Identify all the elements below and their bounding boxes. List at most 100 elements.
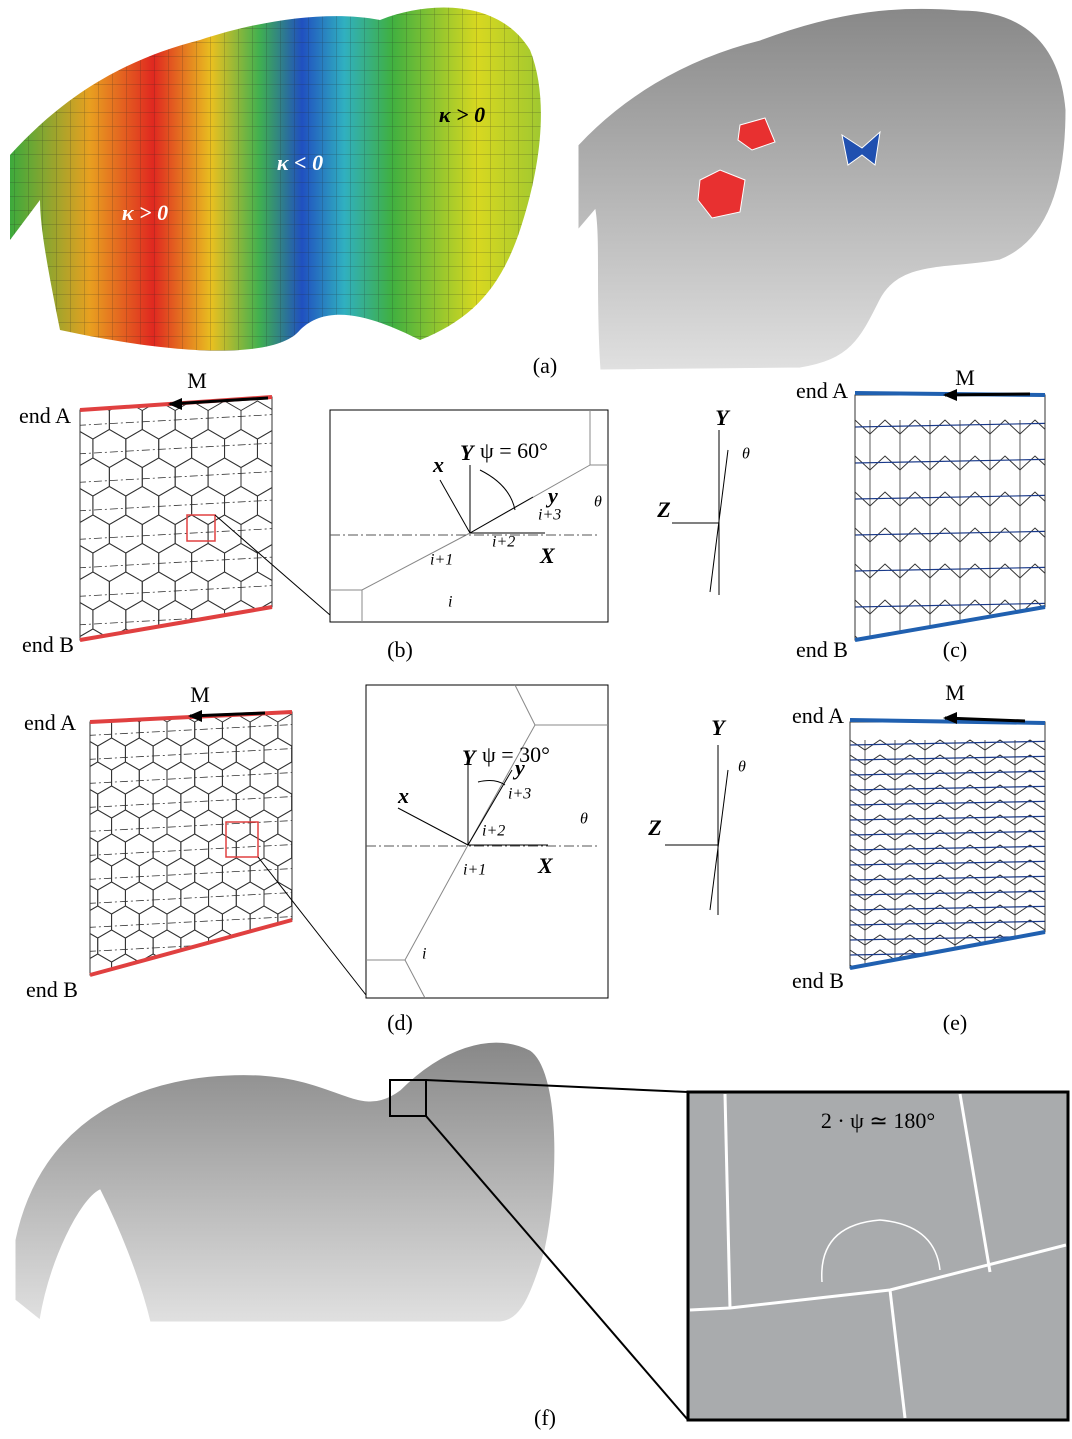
annotation: κ < 0 (277, 150, 323, 175)
panel-label: (d) (387, 1010, 413, 1035)
lattice-edge (290, 487, 323, 525)
lattice-edge (40, 818, 340, 834)
lattice-edge (290, 430, 323, 468)
lattice-edge (109, 458, 142, 496)
lattice-edge (139, 906, 167, 938)
lattice-edge (225, 430, 258, 468)
node-label: i (448, 594, 452, 611)
lattice-edge (40, 746, 340, 762)
lattice-edge (70, 786, 98, 818)
panel-label: (e) (943, 1010, 967, 1035)
lattice-edge (40, 794, 340, 810)
panel-label: (f) (534, 1405, 556, 1430)
lattice-edge (319, 882, 347, 914)
lattice-edge (225, 487, 258, 525)
lattice-edge (290, 544, 323, 582)
lattice-edge (109, 572, 142, 610)
lattice-edge (319, 930, 347, 962)
lattice-edge (56, 810, 84, 842)
axis-label: x (432, 452, 444, 477)
inset (366, 685, 608, 998)
lattice-edge (125, 786, 153, 818)
moment-arrow (945, 394, 1030, 395)
lattice-edge (250, 714, 278, 746)
lattice-edge (209, 738, 237, 770)
zoom-box (226, 822, 258, 857)
lattice-edge (306, 810, 334, 842)
lattice-edge (241, 629, 274, 667)
rotation-label: θ (738, 759, 746, 776)
end-label: end B (22, 632, 74, 657)
lattice-edge (319, 834, 347, 866)
rotation-label: θ (594, 494, 602, 511)
end-line (80, 607, 272, 640)
end-label: end A (796, 378, 848, 403)
node-label: i+1 (430, 552, 453, 569)
lattice-edge (40, 722, 340, 738)
lattice-edge (241, 401, 274, 439)
end-line (855, 607, 1045, 640)
lattice-edge (850, 966, 1065, 970)
panel-label: (c) (943, 637, 967, 662)
lattice-edge (241, 572, 274, 610)
lattice-edge (44, 458, 77, 496)
lattice-edge (139, 762, 167, 794)
lattice-edge (84, 714, 112, 746)
axis-label: X (539, 543, 556, 568)
lattice-edge (250, 906, 278, 938)
axis-label: Y (711, 715, 727, 740)
lattice-edge (850, 965, 1060, 975)
lattice-edge (112, 762, 140, 794)
lattice-edge (236, 882, 264, 914)
lattice-edge (250, 954, 278, 986)
panel-label: (b) (387, 637, 413, 662)
lattice-edge (195, 906, 223, 938)
lattice-edge (181, 978, 209, 1010)
end-label: end B (26, 977, 78, 1002)
lattice-edge (195, 762, 223, 794)
lattice-edge (236, 834, 264, 866)
rotation-axes (665, 745, 728, 915)
lattice-edge (222, 858, 250, 890)
axis-label: Z (647, 815, 661, 840)
lattice-edge (93, 430, 126, 468)
lattice-edge (112, 810, 140, 842)
lattice-edge (76, 458, 109, 496)
hex-shell (15, 1042, 555, 1322)
lattice-edge (257, 430, 290, 468)
lattice-edge (40, 842, 340, 858)
lattice-edge (93, 544, 126, 582)
lattice-edge (139, 810, 167, 842)
lattice-edge (125, 738, 153, 770)
lattice-edge (126, 430, 159, 468)
lattice-edge (209, 978, 237, 1010)
lattice-edge (208, 572, 241, 610)
hex-shell (578, 8, 1066, 370)
lattice-edge (98, 786, 126, 818)
lattice-edge (76, 515, 109, 553)
lattice-edge (209, 882, 237, 914)
lattice-edge (208, 458, 241, 496)
moment-label: M (190, 682, 210, 707)
lattice-edge (153, 978, 181, 1010)
lattice-edge (60, 430, 93, 468)
lattice-edge (250, 858, 278, 890)
lattice-edge (44, 572, 77, 610)
lattice-edge (84, 810, 112, 842)
lattice-edge (60, 544, 93, 582)
lattice-edge (306, 858, 334, 890)
lattice-edge (192, 430, 225, 468)
end-line (90, 920, 292, 975)
lattice-edge (40, 962, 340, 978)
lattice-edge (264, 786, 292, 818)
lattice-edge (241, 458, 274, 496)
lattice-edge (274, 401, 307, 439)
lattice-edge (40, 770, 340, 786)
panel-label: (a) (533, 353, 557, 378)
hex-lattice (30, 401, 323, 667)
arrowhead (168, 398, 182, 410)
lattice-edge (195, 810, 223, 842)
lattice-edge (319, 786, 347, 818)
lattice-edge (241, 515, 274, 553)
end-label: end A (792, 703, 844, 728)
